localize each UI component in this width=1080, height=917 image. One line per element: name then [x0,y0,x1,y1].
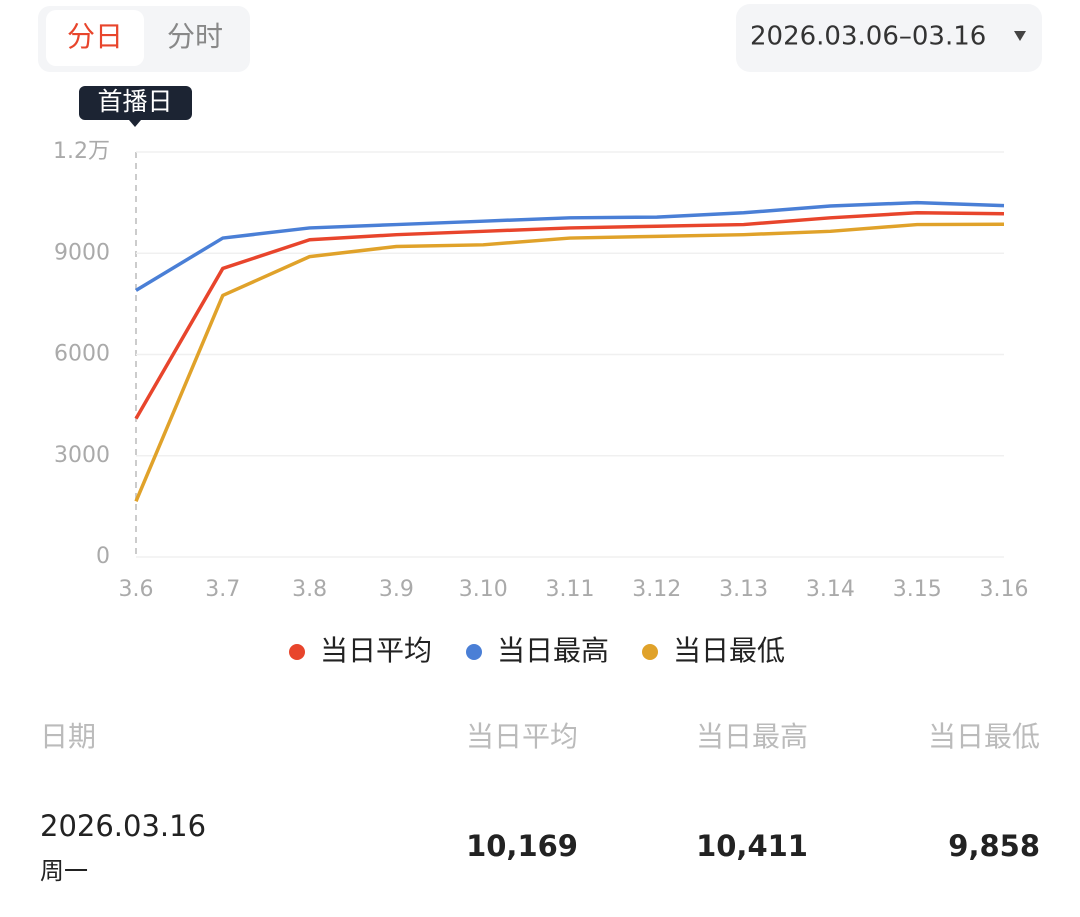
legend-marker [289,644,305,660]
x-tick-label: 3.8 [292,577,327,602]
annotation-pointer [129,120,141,127]
x-tick-label: 3.10 [459,577,508,602]
chart: 0 3000 6000 9000 1.2万 3.6 3.7 3.8 3.9 3.10 3.11 3.1… [53,139,1028,602]
table-cell: 10,411 [696,829,808,863]
line [134,211,1005,420]
date-picker[interactable] [736,4,1042,72]
table: 日期 当日平均 当日最高 当日最低 2026.03.16 10,169 10,411 9,85… [40,720,1040,885]
table-cell: 2026.03.16 [40,809,206,843]
y-tick-label: 9000 [54,240,110,265]
dropdown-icon [1014,31,1026,41]
table-header: 当日最高 [696,720,808,753]
tab[interactable]: 分日 [67,20,123,53]
x-tick-label: 3.9 [379,577,414,602]
legend-marker [642,644,658,660]
annotation: 首播日 [97,87,172,116]
annotation-box [79,86,192,120]
table-weekday: 周一 [40,857,88,885]
y-tick-label: 1.2万 [53,139,110,164]
table-header: 日期 [40,720,96,753]
x-tick-label: 3.11 [546,577,595,602]
x-tick-label: 3.12 [632,577,681,602]
legend-label: 当日平均 [320,634,432,667]
x-tick-label: 3.15 [893,577,942,602]
legend: 当日平均 当日最高 当日最低 [289,634,785,667]
table-header: 当日平均 [466,720,578,753]
x-tick-label: 3.6 [119,577,154,602]
legend-label: 当日最高 [497,634,609,667]
legend-marker [466,644,482,660]
tab-active-bg [46,10,144,66]
x-tick-label: 3.7 [205,577,240,602]
line [135,200,1005,292]
x-tick-label: 3.13 [719,577,768,602]
table-header: 当日最低 [928,720,1040,753]
line [134,222,1005,502]
date-range[interactable]: 2026.03.06–03.16 [750,22,986,52]
legend-label: 当日最低 [673,634,785,667]
y-tick-label: 0 [96,544,110,569]
y-tick-label: 3000 [54,443,110,468]
x-tick-label: 3.16 [980,577,1029,602]
x-tick-label: 3.14 [806,577,855,602]
tab[interactable]: 分时 [167,20,223,53]
y-tick-label: 6000 [54,342,110,367]
table-cell: 9,858 [948,829,1040,863]
table-cell: 10,169 [466,829,578,863]
